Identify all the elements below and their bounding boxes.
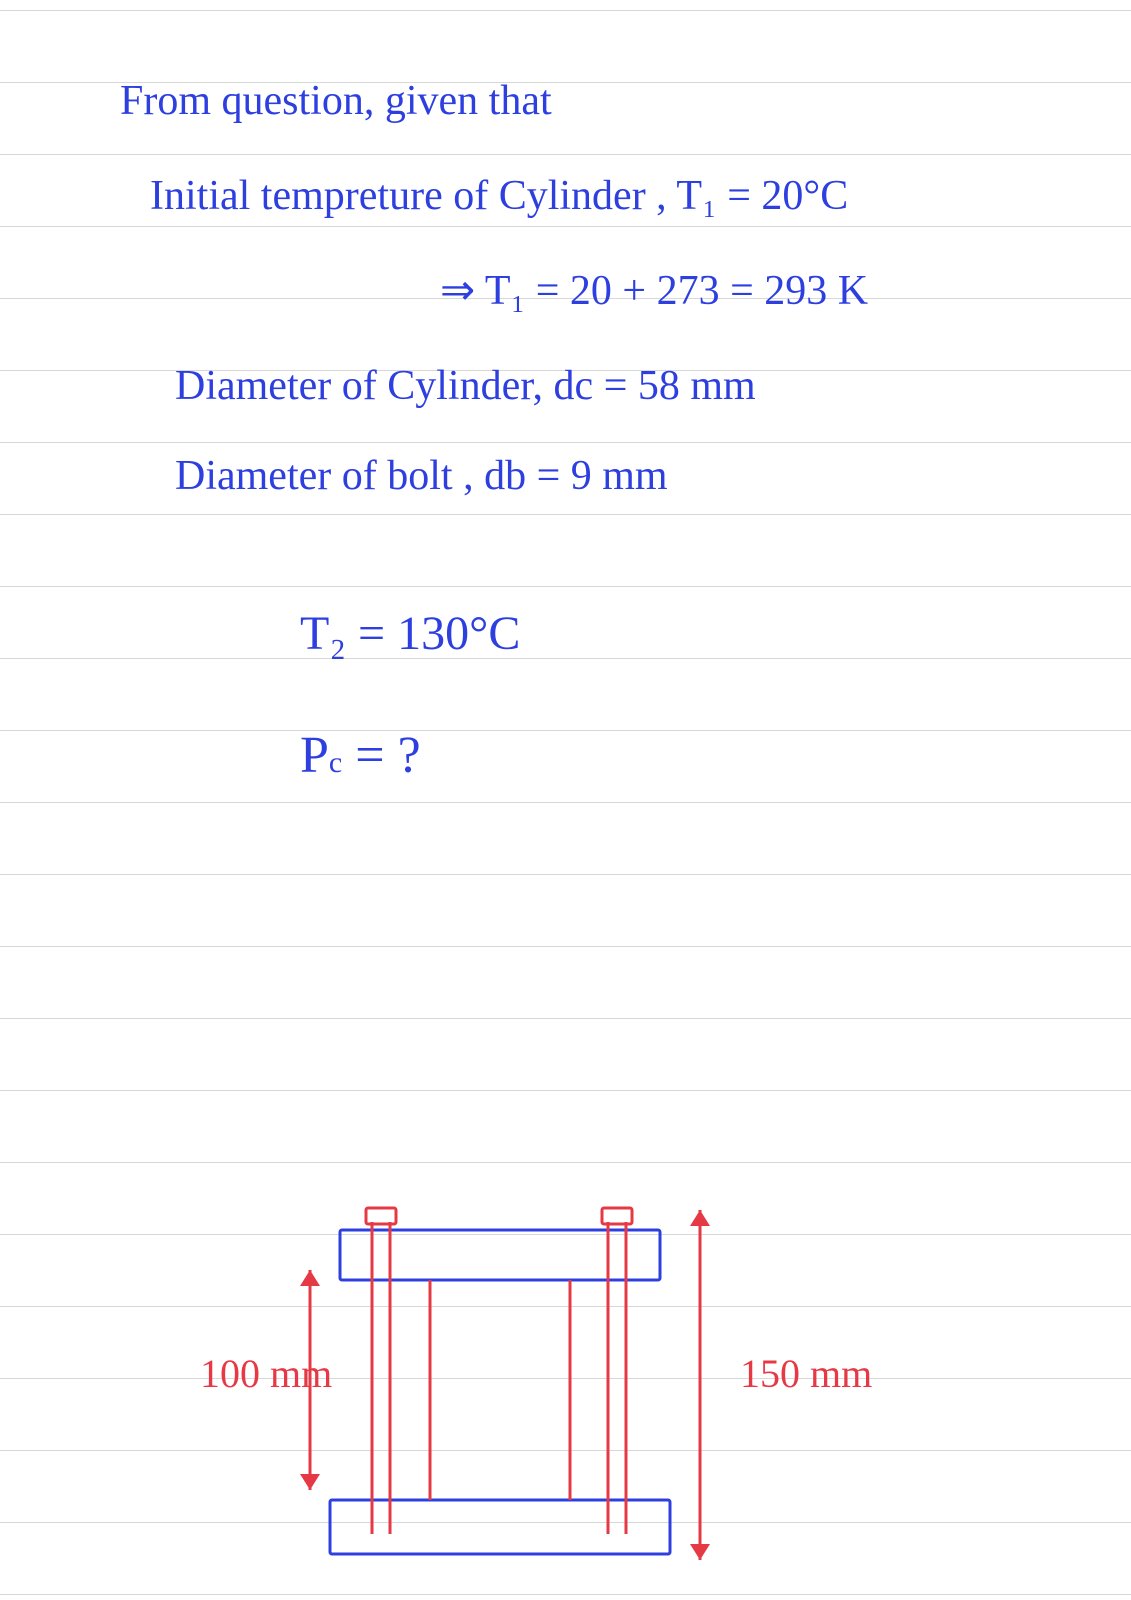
- dim-label-right: 150 mm: [740, 1350, 872, 1397]
- cylinder-diagram: [0, 0, 1131, 1600]
- dim-label-left: 100 mm: [200, 1350, 332, 1397]
